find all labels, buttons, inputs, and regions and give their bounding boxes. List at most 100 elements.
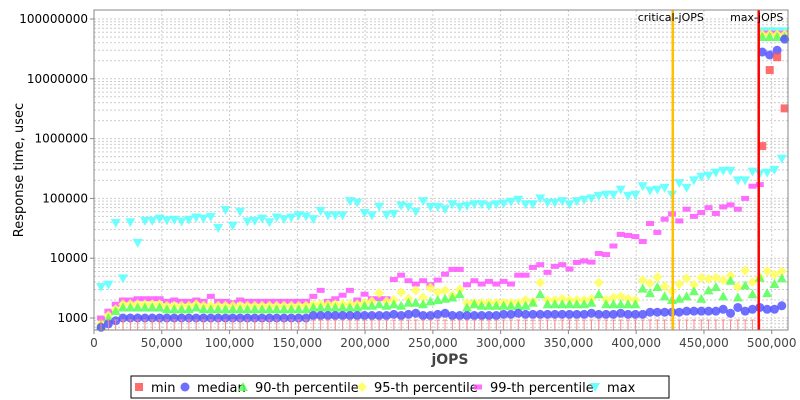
data-point [557, 309, 567, 319]
data-point [279, 304, 290, 314]
data-point [162, 313, 172, 323]
data-point [688, 286, 699, 296]
data-point [674, 307, 684, 317]
data-point [521, 309, 531, 319]
data-point [601, 190, 612, 200]
legend-item: median [180, 381, 246, 396]
data-point [623, 299, 634, 309]
annotation-label: critical-jOPS [638, 11, 704, 24]
data-point [593, 277, 604, 288]
data-point [396, 300, 407, 310]
data-point [631, 234, 640, 240]
data-point [330, 211, 341, 221]
data-point [133, 296, 142, 302]
data-point [396, 311, 406, 321]
data-point [772, 32, 783, 42]
data-point [703, 273, 714, 284]
data-point [170, 297, 179, 303]
data-point [155, 296, 164, 302]
data-point [660, 307, 670, 317]
data-point [769, 269, 780, 280]
data-point [704, 205, 713, 211]
data-point [447, 311, 457, 321]
data-point [199, 313, 209, 323]
data-point [308, 311, 318, 321]
legend-label: 90-th percentile [255, 381, 359, 396]
data-point [646, 221, 655, 227]
data-point [505, 300, 516, 310]
data-point [148, 296, 157, 302]
data-point [359, 208, 370, 218]
data-point [411, 281, 420, 287]
data-point [689, 306, 699, 316]
data-point [609, 243, 618, 249]
data-point [682, 306, 692, 316]
x-tick-label: 500,000 [747, 336, 797, 350]
data-point [630, 299, 641, 309]
legend-label: min [151, 381, 176, 396]
data-point [527, 297, 538, 307]
data-point [586, 194, 597, 204]
data-point [345, 311, 355, 321]
data-point [653, 229, 662, 235]
data-point [308, 302, 319, 312]
data-point [433, 277, 442, 283]
data-point [330, 311, 340, 321]
data-point [726, 202, 735, 208]
data-point [703, 285, 714, 295]
data-point [762, 168, 773, 178]
data-point [191, 213, 202, 223]
data-point [520, 294, 531, 305]
data-point [425, 202, 436, 212]
y-tick-label: 1000 [57, 311, 88, 325]
data-point [571, 299, 582, 309]
data-point [382, 311, 392, 321]
grid [93, 10, 788, 330]
legend-box [130, 375, 670, 399]
data-point [315, 206, 326, 216]
data-point [514, 272, 523, 278]
data-point [293, 304, 304, 314]
data-point [637, 182, 648, 192]
legend: min median 90-th percentile 95-th percentil… [130, 375, 670, 399]
data-point [520, 200, 531, 210]
data-point [579, 299, 590, 309]
data-point [637, 275, 648, 286]
data-point [726, 308, 736, 318]
data-point [315, 302, 326, 312]
data-point [505, 197, 516, 207]
data-point [681, 183, 692, 193]
data-point [535, 289, 546, 299]
data-point [161, 216, 172, 226]
data-point [403, 202, 414, 212]
y-tick-label: 100000 [42, 191, 88, 205]
data-point [688, 176, 699, 186]
data-point [696, 172, 707, 182]
data-point [286, 304, 297, 314]
data-point [681, 291, 692, 301]
data-point [403, 309, 413, 319]
data-point [161, 304, 172, 314]
axes: 0 50,000 100,000 150,000 200,000 250,000 300,0… [19, 12, 796, 350]
data-point [652, 272, 663, 283]
data-point [425, 311, 435, 321]
data-point [710, 272, 721, 283]
legend-marker-diamond [357, 382, 367, 392]
data-point [623, 293, 634, 304]
data-point [616, 231, 625, 237]
data-point [440, 285, 451, 296]
data-point [169, 304, 180, 314]
data-point [374, 202, 385, 212]
data-point [463, 282, 472, 288]
data-point [747, 289, 758, 299]
data-point [564, 299, 575, 309]
data-point [776, 154, 787, 164]
data-point [271, 213, 282, 223]
legend-marker-triangle-down [590, 383, 600, 392]
data-point [242, 304, 253, 314]
data-point [257, 313, 267, 323]
data-point [125, 302, 136, 312]
data-point [462, 311, 472, 321]
data-point [228, 313, 238, 323]
data-point [764, 32, 775, 42]
